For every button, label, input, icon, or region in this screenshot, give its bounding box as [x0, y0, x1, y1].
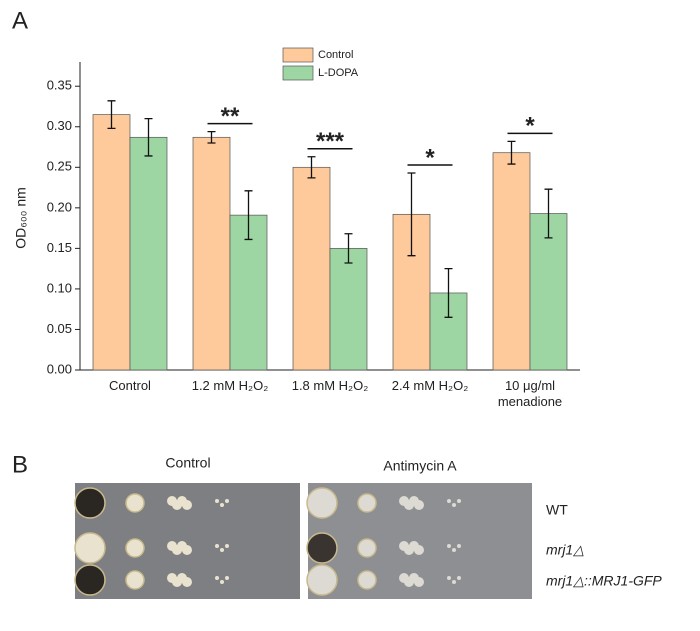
y-tick-label: 0.20 — [47, 199, 72, 214]
spot — [306, 532, 338, 564]
colony — [225, 499, 229, 503]
error-bar — [407, 172, 416, 257]
colony — [452, 503, 456, 507]
colony — [457, 544, 461, 548]
colony — [215, 544, 219, 548]
bar — [229, 214, 268, 371]
bar — [192, 136, 231, 371]
colony — [414, 577, 424, 587]
colony — [182, 545, 192, 555]
error-bar — [207, 130, 216, 144]
legend-label: L-DOPA — [318, 67, 359, 79]
bar — [529, 213, 568, 371]
bar — [92, 114, 131, 371]
error-bar — [444, 267, 453, 318]
y-axis-label: OD₆₀₀ nm — [13, 187, 29, 249]
colony — [452, 548, 456, 552]
colony — [414, 545, 424, 555]
y-tick-label: 0.15 — [47, 240, 72, 255]
y-tick-label: 0.05 — [47, 321, 72, 336]
spot — [74, 487, 106, 519]
bar — [292, 166, 331, 371]
row-label: mrj1△ — [546, 542, 584, 558]
significance-label: * — [425, 144, 435, 171]
significance-label: * — [525, 113, 535, 140]
spot — [125, 493, 145, 513]
significance-label: *** — [316, 128, 345, 155]
colony — [414, 500, 424, 510]
legend-swatch — [282, 65, 314, 81]
y-tick-label: 0.25 — [47, 159, 72, 174]
error-bar — [144, 117, 153, 157]
colony — [457, 576, 461, 580]
significance-label: ** — [221, 103, 240, 130]
spot — [125, 538, 145, 558]
colony — [447, 544, 451, 548]
colony — [452, 580, 456, 584]
x-tick-label: 10 μg/ml menadione — [497, 378, 563, 409]
spot — [306, 564, 338, 596]
bar — [492, 152, 531, 371]
column-label: Control — [165, 455, 210, 471]
spot — [357, 570, 377, 590]
colony — [182, 577, 192, 587]
colony — [225, 544, 229, 548]
row-label: mrj1△::MRJ1-GFP — [546, 573, 662, 589]
column-label: Antimycin A — [383, 458, 457, 474]
error-bar — [244, 190, 253, 241]
panel-label: A — [12, 7, 28, 34]
colony — [220, 503, 224, 507]
y-tick-label: 0.30 — [47, 118, 72, 133]
colony — [215, 499, 219, 503]
colony — [457, 499, 461, 503]
y-tick-label: 0.35 — [47, 78, 72, 93]
x-tick-label: Control — [109, 378, 151, 393]
x-tick-label: 2.4 mM H₂O₂ — [391, 378, 469, 393]
y-tick-label: 0.10 — [47, 280, 72, 295]
spot — [306, 487, 338, 519]
colony — [447, 499, 451, 503]
spot — [125, 570, 145, 590]
spot — [357, 538, 377, 558]
colony — [220, 580, 224, 584]
panel-label: B — [12, 451, 28, 478]
x-tick-label: 1.2 mM H₂O₂ — [191, 378, 269, 393]
spot — [357, 493, 377, 513]
row-label: WT — [546, 502, 568, 518]
colony — [225, 576, 229, 580]
colony — [447, 576, 451, 580]
colony — [215, 576, 219, 580]
error-bar — [544, 188, 553, 239]
y-tick-label: 0.00 — [47, 361, 72, 376]
legend-swatch — [282, 47, 314, 63]
legend-label: Control — [318, 49, 353, 61]
error-bar — [507, 140, 516, 165]
bar — [329, 248, 368, 371]
spot — [74, 564, 106, 596]
x-tick-label: 1.8 mM H₂O₂ — [291, 378, 369, 393]
error-bar — [107, 100, 116, 130]
error-bar — [344, 233, 353, 264]
colony — [220, 548, 224, 552]
spot — [74, 532, 106, 564]
error-bar — [307, 156, 316, 179]
colony — [182, 500, 192, 510]
bar — [129, 136, 168, 371]
